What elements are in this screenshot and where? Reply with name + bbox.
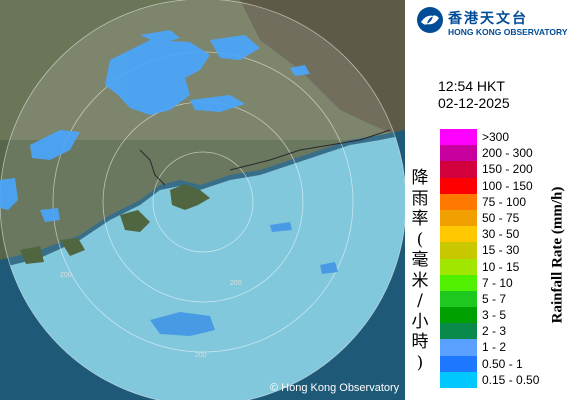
legend-swatch — [440, 307, 477, 324]
radar-map: 200 200 200 © Hong Kong Observatory — [0, 0, 405, 400]
copyright-text: © Hong Kong Observatory — [270, 382, 400, 394]
legend-title-cn: 降雨率(毫米 / 小時) — [411, 168, 429, 373]
legend-row: 15 - 30 — [440, 242, 577, 259]
legend-swatch — [440, 161, 477, 178]
legend-row: 100 - 150 — [440, 177, 577, 194]
legend-swatch — [440, 258, 477, 275]
legend-row: 1 - 2 — [440, 339, 577, 356]
legend-range-label: 150 - 200 — [482, 162, 533, 177]
legend-row: 150 - 200 — [440, 161, 577, 178]
legend-row: 2 - 3 — [440, 323, 577, 340]
legend-swatch — [440, 226, 477, 243]
legend-row: 10 - 15 — [440, 258, 577, 275]
legend-swatch — [440, 371, 477, 388]
legend-swatch — [440, 145, 477, 162]
legend-range-label: 1 - 2 — [482, 340, 507, 355]
mountain-region — [240, 0, 405, 140]
hko-emblem-icon — [417, 7, 443, 33]
legend-swatch — [440, 193, 477, 210]
hko-logo: 香港天文台 HONG KONG OBSERVATORY — [416, 6, 576, 42]
legend-range-label: 100 - 150 — [482, 178, 533, 193]
org-name-cn: 香港天文台 — [448, 11, 528, 27]
radar-map-graphic — [0, 0, 405, 400]
legend-row: 7 - 10 — [440, 274, 577, 291]
legend-range-label: 15 - 30 — [482, 243, 520, 258]
legend-row: 30 - 50 — [440, 226, 577, 243]
legend-range-label: 5 - 7 — [482, 291, 507, 306]
legend-row: 200 - 300 — [440, 145, 577, 162]
legend-swatch — [440, 242, 477, 259]
rainfall-legend: >300 200 - 300 150 - 200 100 - 150 75 - 100 5… — [440, 129, 577, 388]
range-ring-label: 200 — [230, 280, 242, 287]
legend-swatch — [440, 290, 477, 308]
legend-swatch — [440, 323, 477, 340]
legend-swatch — [440, 209, 477, 227]
legend-range-label: 3 - 5 — [482, 308, 507, 323]
legend-range-label: 50 - 75 — [482, 210, 520, 225]
legend-range-label: 7 - 10 — [482, 275, 513, 290]
legend-swatch — [440, 177, 477, 194]
legend-range-label: 75 - 100 — [482, 194, 527, 209]
legend-swatch — [440, 129, 477, 146]
legend-range-label: 200 - 300 — [482, 146, 533, 161]
legend-swatch — [440, 339, 477, 356]
legend-range-label: 0.15 - 0.50 — [482, 372, 540, 387]
legend-range-label: 30 - 50 — [482, 227, 520, 242]
legend-row: 5 - 7 — [440, 290, 577, 308]
legend-swatch — [440, 355, 477, 372]
rain-echoes-south — [150, 222, 338, 336]
org-name-en: HONG KONG OBSERVATORY — [448, 27, 568, 37]
legend-range-label: 0.50 - 1 — [482, 356, 523, 371]
coastline — [139, 129, 391, 186]
observation-date: 02-12-2025 — [438, 95, 510, 111]
rain-echoes-west — [0, 130, 80, 222]
legend-swatch — [440, 274, 477, 291]
rain-echoes-north — [105, 30, 310, 115]
legend-range-label: >300 — [482, 130, 510, 144]
legend-row: 3 - 5 — [440, 307, 577, 324]
observation-time: 12:54 HKT — [438, 78, 505, 94]
legend-row: 0.15 - 0.50 — [440, 371, 577, 388]
legend-row: 75 - 100 — [440, 193, 577, 210]
info-panel: 香港天文台 HONG KONG OBSERVATORY 12:54 HKT 02… — [405, 0, 577, 400]
legend-row: 50 - 75 — [440, 209, 577, 227]
range-ring-label: 200 — [195, 352, 207, 359]
legend-row: 0.50 - 1 — [440, 355, 577, 372]
legend-range-label: 10 - 15 — [482, 259, 520, 274]
legend-row: >300 — [440, 129, 577, 146]
islands — [20, 184, 210, 264]
legend-range-label: 2 - 3 — [482, 324, 507, 339]
range-ring-label: 200 — [60, 272, 72, 279]
